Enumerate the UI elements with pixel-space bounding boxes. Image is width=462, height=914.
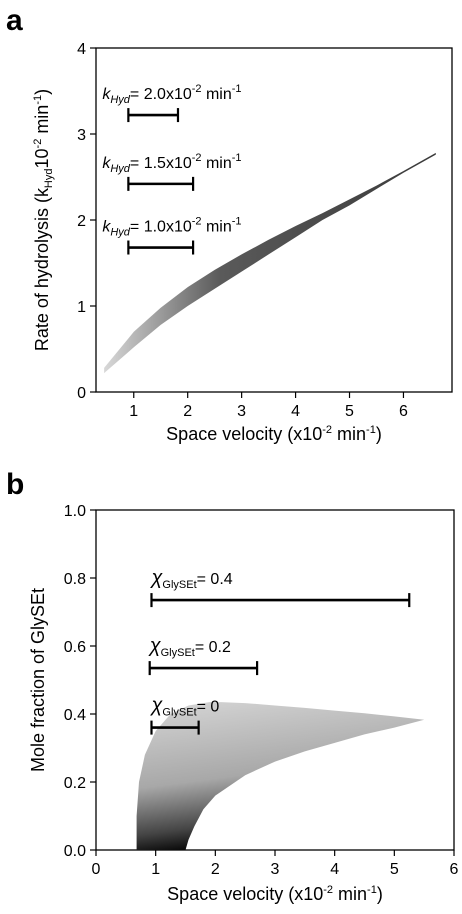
panel-b-x-tick-label: 1 <box>151 861 160 878</box>
panel-b-letter: b <box>6 468 24 501</box>
panel-b-range-label: χGlySEt= 0 <box>149 695 219 719</box>
panel-b-y-axis-label: Mole fraction of GlySEt <box>28 588 48 772</box>
panel-a-y-tick-label: 1 <box>77 299 86 316</box>
panel-b-x-tick-label: 4 <box>330 861 339 878</box>
panel-a-y-tick-label: 0 <box>77 385 86 402</box>
panel-b-x-axis-label: Space velocity (x10-2 min-1) <box>167 884 383 904</box>
panel-a-y-ticks: 0 1 2 3 4 <box>77 41 96 402</box>
panel-b-x-tick-label: 3 <box>271 861 280 878</box>
panel-b-x-tick-label: 2 <box>211 861 220 878</box>
panel-a-range-label: kHyd= 2.0x10-2 min-1 <box>102 83 241 106</box>
panel-a-y-tick-label: 3 <box>77 127 86 144</box>
panel-a-x-tick-label: 3 <box>237 403 246 420</box>
panel-b-y-tick-label: 0.2 <box>64 775 86 792</box>
panel-b-y-ticks: 0.0 0.2 0.4 0.6 0.8 1.0 <box>64 503 96 860</box>
panel-b-y-tick-label: 0.6 <box>64 639 86 656</box>
panel-b-y-tick-label: 0.8 <box>64 571 86 588</box>
panel-a-x-tick-label: 1 <box>129 403 138 420</box>
panel-b-y-tick-label: 0.0 <box>64 843 86 860</box>
panel-b-x-tick-label: 6 <box>450 861 459 878</box>
panel-b: b 0 1 2 3 4 5 6 0.0 0.2 0.4 0.6 0.8 1.0 χGlySEt= 0.… <box>6 468 459 904</box>
panel-b-annotations: χGlySEt= 0.4 χGlySEt= 0.2 χGlySEt= 0 <box>148 567 411 735</box>
panel-a-annotations: kHyd= 2.0x10-2 min-1 kHyd= 1.5x10-2 min-1… <box>102 83 242 255</box>
panel-a-y-tick-label: 2 <box>77 213 86 230</box>
panel-b-y-tick-label: 0.4 <box>64 707 86 724</box>
panel-a-letter: a <box>6 4 23 37</box>
panel-a-x-ticks: 1 2 3 4 5 6 <box>129 392 408 420</box>
panel-b-range-label: χGlySEt= 0.4 <box>149 567 232 591</box>
panel-b-x-ticks: 0 1 2 3 4 5 6 <box>92 850 459 878</box>
panel-a-x-tick-label: 4 <box>291 403 300 420</box>
panel-a-feasible-region <box>104 152 436 374</box>
panel-b-region <box>136 702 425 850</box>
panel-b-range-label: χGlySEt= 0.2 <box>148 635 231 659</box>
panel-a-y-axis-label: Rate of hydrolysis (kHyd10-2 min-1) <box>32 89 55 351</box>
panel-a-range-label: kHyd= 1.0x10-2 min-1 <box>102 216 241 239</box>
panel-b-y-tick-label: 1.0 <box>64 503 86 520</box>
panel-a-x-tick-label: 6 <box>399 403 408 420</box>
panel-b-feasible-region <box>136 702 425 850</box>
panel-a-x-tick-label: 5 <box>345 403 354 420</box>
panel-a-x-tick-label: 2 <box>183 403 192 420</box>
panel-b-x-tick-label: 0 <box>92 861 101 878</box>
panel-a-x-axis-label: Space velocity (x10-2 min-1) <box>166 424 382 444</box>
panel-b-x-tick-label: 5 <box>390 861 399 878</box>
panel-a-region <box>104 152 436 374</box>
panel-a-y-tick-label: 4 <box>77 41 86 58</box>
panel-a-range-label: kHyd= 1.5x10-2 min-1 <box>102 152 241 175</box>
